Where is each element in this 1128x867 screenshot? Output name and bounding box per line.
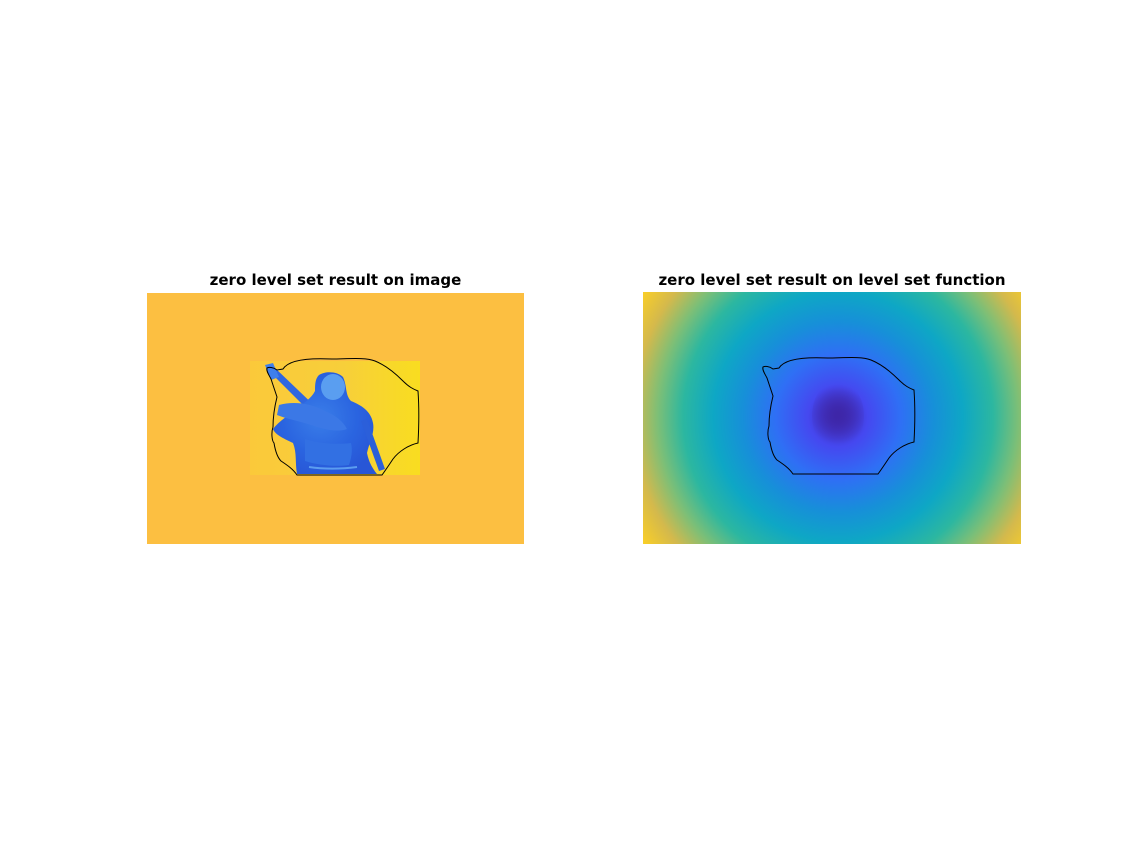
image-panel <box>147 293 524 544</box>
level-set-minimum <box>812 380 864 452</box>
zero-level-contour-left <box>266 358 420 476</box>
right-axes-title: zero level set result on level set funct… <box>658 271 1006 289</box>
left-axes-title: zero level set result on image <box>209 271 462 289</box>
zero-level-contour-right <box>762 357 916 475</box>
level-set-function-panel <box>643 292 1021 544</box>
knight-figure <box>265 363 385 474</box>
